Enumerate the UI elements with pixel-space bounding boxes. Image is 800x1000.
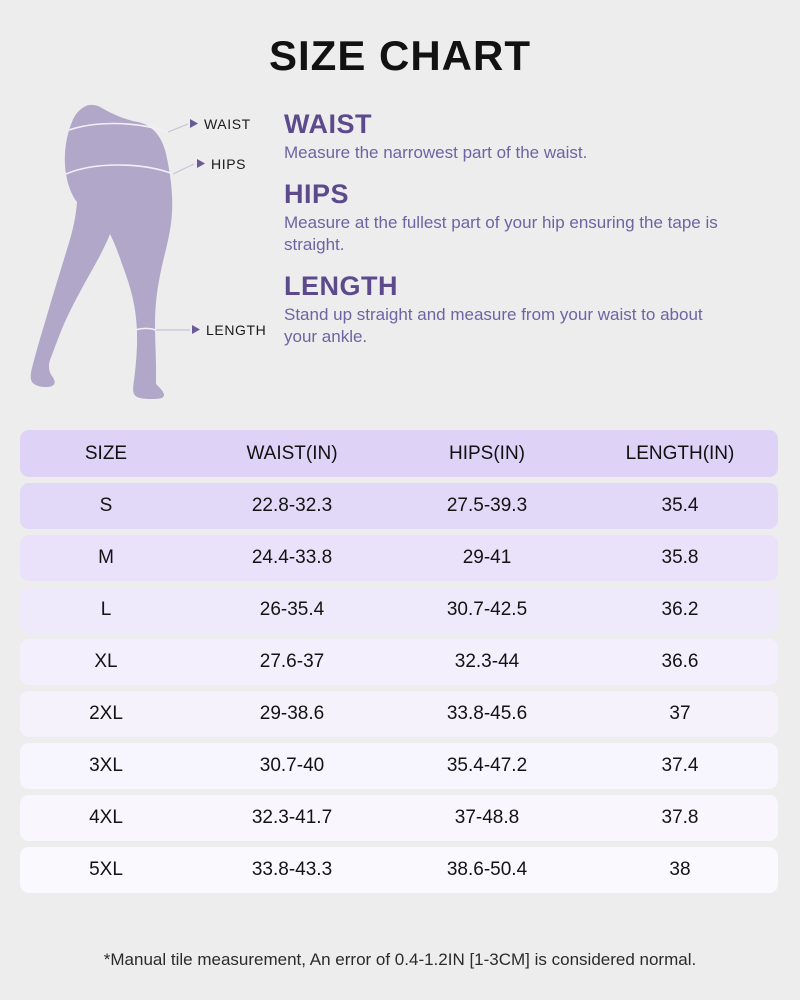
cell-length: 37.4 <box>661 755 699 776</box>
cell-size: XL <box>94 651 118 672</box>
cell-length: 35.8 <box>661 547 699 568</box>
column-header-length: LENGTH(IN) <box>625 442 735 464</box>
cell-size: 3XL <box>89 755 123 776</box>
hips-arrow-icon <box>197 159 205 168</box>
cell-length: 37 <box>669 703 691 724</box>
table-row: 2XL 29-38.6 33.8-45.6 37 <box>20 691 778 737</box>
cell-length: 37.8 <box>661 807 699 828</box>
description-heading-waist: WAIST <box>284 109 372 139</box>
column-header-size: SIZE <box>84 442 128 464</box>
cell-hips: 27.5-39.3 <box>446 495 528 516</box>
description-body-waist: Measure the narrowest part of the waist. <box>284 143 588 162</box>
table-row: 5XL 33.8-43.3 38.6-50.4 38 <box>20 847 778 893</box>
description-body-hips: Measure at the fullest part of your hip … <box>284 213 718 254</box>
body-figure-illustration: WAIST HIPS LENGTH <box>22 92 280 402</box>
cell-waist: 30.7-40 <box>259 755 325 776</box>
cell-waist: 32.3-41.7 <box>251 807 333 828</box>
cell-hips: 30.7-42.5 <box>446 599 528 620</box>
cell-length: 38 <box>669 859 691 880</box>
cell-size: S <box>99 495 113 516</box>
cell-length: 36.2 <box>661 599 699 620</box>
length-arrow-icon <box>192 325 200 334</box>
measure-lines <box>65 122 174 331</box>
description-heading-length: LENGTH <box>284 271 398 301</box>
table-row: XL 27.6-37 32.3-44 36.6 <box>20 639 778 685</box>
table-row: S 22.8-32.3 27.5-39.3 35.4 <box>20 483 778 529</box>
leader-lines <box>156 123 195 331</box>
table-row: M 24.4-33.8 29-41 35.8 <box>20 535 778 581</box>
page-title: SIZE CHART <box>269 32 531 79</box>
cell-length: 36.6 <box>661 651 699 672</box>
cell-length: 35.4 <box>661 495 699 516</box>
cell-waist: 26-35.4 <box>259 599 325 620</box>
cell-waist: 27.6-37 <box>259 651 325 672</box>
waist-leader-line <box>167 123 189 133</box>
silhouette-shape <box>30 104 173 399</box>
label-arrows <box>190 119 205 334</box>
measurement-descriptions: WAIST Measure the narrowest part of the … <box>280 92 778 348</box>
cell-hips: 29-41 <box>462 547 512 568</box>
figure-label-hips: HIPS <box>211 156 246 172</box>
description-block-length: LENGTH Stand up straight and measure fro… <box>284 270 778 348</box>
cell-hips: 38.6-50.4 <box>446 859 528 880</box>
figure-label-length: LENGTH <box>206 322 266 338</box>
table-row: 3XL 30.7-40 35.4-47.2 37.4 <box>20 743 778 789</box>
length-measure-line <box>134 327 157 331</box>
cell-size: M <box>98 547 114 568</box>
column-header-waist: WAIST(IN) <box>246 442 338 464</box>
hips-leader-line <box>172 163 195 175</box>
waist-measure-line <box>68 122 169 133</box>
table-row: L 26-35.4 30.7-42.5 36.2 <box>20 587 778 633</box>
cell-waist: 22.8-32.3 <box>251 495 333 516</box>
cell-hips: 33.8-45.6 <box>446 703 528 724</box>
description-block-hips: HIPS Measure at the fullest part of your… <box>284 178 778 256</box>
cell-size: L <box>100 599 112 620</box>
cell-waist: 29-38.6 <box>259 703 325 724</box>
figure-label-waist: WAIST <box>204 116 251 132</box>
hips-measure-line <box>65 164 174 175</box>
description-block-waist: WAIST Measure the narrowest part of the … <box>284 108 778 164</box>
cell-hips: 32.3-44 <box>454 651 520 672</box>
table-row: 4XL 32.3-41.7 37-48.8 37.8 <box>20 795 778 841</box>
cell-size: 4XL <box>89 807 123 828</box>
measurement-footnote: *Manual tile measurement, An error of 0.… <box>103 950 697 969</box>
measurement-guide-section: WAIST HIPS LENGTH WAIST Measure the narr… <box>0 82 800 402</box>
cell-size: 2XL <box>89 703 123 724</box>
cell-size: 5XL <box>89 859 123 880</box>
column-header-hips: HIPS(IN) <box>449 442 525 464</box>
cell-hips: 35.4-47.2 <box>446 755 528 776</box>
cell-waist: 24.4-33.8 <box>251 547 333 568</box>
cell-hips: 37-48.8 <box>454 807 520 828</box>
size-table: SIZE WAIST(IN) HIPS(IN) LENGTH(IN) S 22.… <box>20 430 778 899</box>
table-header-row: SIZE WAIST(IN) HIPS(IN) LENGTH(IN) <box>20 430 778 477</box>
description-heading-hips: HIPS <box>284 179 350 209</box>
waist-arrow-icon <box>190 119 198 128</box>
description-body-length: Stand up straight and measure from your … <box>284 305 703 346</box>
cell-waist: 33.8-43.3 <box>251 859 333 880</box>
